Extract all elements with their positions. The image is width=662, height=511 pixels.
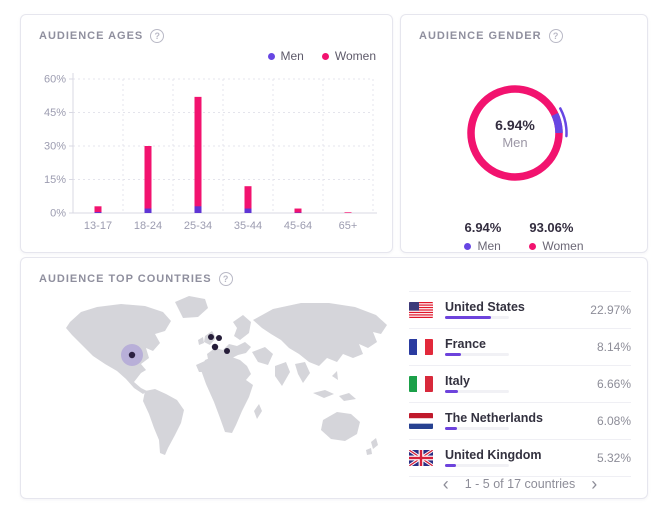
country-flag-icon: [409, 376, 433, 392]
map-marker-france[interactable]: [211, 343, 219, 351]
help-icon[interactable]: ?: [218, 272, 233, 286]
country-row[interactable]: The Netherlands 6.08%: [409, 403, 631, 440]
gender-stats: 6.94% Men 93.06% Women: [401, 220, 647, 253]
country-share-bar: [445, 390, 459, 394]
stat-women-value: 93.06%: [529, 220, 574, 235]
svg-text:0%: 0%: [50, 208, 66, 220]
country-row[interactable]: France 8.14%: [409, 329, 631, 366]
country-name: Italy: [445, 373, 471, 388]
svg-text:65+: 65+: [339, 220, 358, 232]
audience-top-countries-header: AUDIENCE TOP COUNTRIES ?: [39, 272, 233, 286]
country-flag-icon: [409, 413, 433, 429]
stat-men: 6.94% Men: [464, 220, 501, 253]
chevron-right-icon[interactable]: ›: [591, 474, 598, 494]
svg-text:15%: 15%: [44, 174, 66, 186]
chevron-left-icon[interactable]: ‹: [442, 474, 449, 494]
country-share-bar-track: [445, 464, 509, 468]
audience-top-countries-panel: AUDIENCE TOP COUNTRIES ?: [20, 257, 648, 499]
country-row[interactable]: United States 22.97%: [409, 292, 631, 329]
stat-men-value: 6.94%: [464, 220, 502, 235]
svg-text:30%: 30%: [44, 141, 66, 153]
svg-text:18-24: 18-24: [134, 220, 162, 232]
country-percentage: 22.97%: [590, 303, 631, 317]
country-flag-icon: [409, 302, 433, 318]
country-name: France: [445, 336, 486, 351]
svg-text:25-34: 25-34: [184, 220, 212, 232]
women-dot-icon: [529, 242, 537, 250]
legend-label-women: Women: [334, 49, 376, 63]
country-name: United States: [445, 299, 525, 314]
map-markers: [121, 334, 230, 366]
world-map-continents: [66, 296, 387, 455]
country-name: United Kingdom: [445, 447, 542, 462]
map-marker-united-states[interactable]: [128, 351, 136, 359]
svg-text:45-64: 45-64: [284, 220, 312, 232]
country-name: The Netherlands: [445, 410, 543, 425]
country-share-bar-track: [445, 353, 509, 357]
audience-ages-title: AUDIENCE AGES: [39, 30, 144, 42]
audience-top-countries-title: AUDIENCE TOP COUNTRIES: [39, 273, 212, 285]
svg-text:13-17: 13-17: [84, 220, 112, 232]
country-share-bar-track: [445, 316, 509, 320]
country-share-bar: [445, 316, 491, 320]
country-list: United States 22.97% France 8.14% Italy …: [409, 291, 631, 477]
legend-label-men: Men: [280, 49, 304, 63]
audience-ages-panel: AUDIENCE AGES ? Men Women 0% 15% 30% 45% 60%…: [20, 14, 393, 253]
audience-gender-title: AUDIENCE GENDER: [419, 30, 542, 42]
men-dot-icon: [464, 242, 472, 250]
country-flag-icon: [409, 450, 433, 466]
country-flag-icon: [409, 339, 433, 355]
legend-item-men[interactable]: Men: [267, 49, 304, 63]
country-percentage: 8.14%: [596, 340, 631, 354]
audience-gender-panel: AUDIENCE GENDER ? 6.94% Men 6.94% Men 93…: [400, 14, 648, 253]
audience-ages-header: AUDIENCE AGES ?: [39, 29, 165, 43]
country-row[interactable]: United Kingdom 5.32%: [409, 440, 631, 477]
svg-text:45%: 45%: [44, 107, 66, 119]
country-percentage: 6.08%: [596, 414, 631, 428]
countries-pagination: ‹ 1 - 5 of 17 countries ›: [409, 475, 631, 493]
svg-text:60%: 60%: [44, 74, 66, 86]
map-marker-united-kingdom[interactable]: [208, 334, 214, 340]
country-share-bar: [445, 464, 456, 468]
audience-gender-header: AUDIENCE GENDER ?: [419, 29, 563, 43]
svg-text:35-44: 35-44: [234, 220, 262, 232]
map-marker-netherlands[interactable]: [216, 335, 222, 341]
pagination-label: 1 - 5 of 17 countries: [464, 477, 576, 491]
country-percentage: 6.66%: [596, 377, 631, 391]
country-share-bar-track: [445, 390, 509, 394]
country-share-bar: [445, 353, 462, 357]
stat-women-label: Women: [542, 239, 584, 253]
ages-bar-chart: 0% 15% 30% 45% 60% 13-17 18-24 25-34 35-44 45-64 6…: [44, 73, 377, 232]
world-map: [66, 296, 387, 455]
help-icon[interactable]: ?: [150, 29, 165, 43]
map-marker-italy[interactable]: [224, 348, 230, 354]
country-share-bar: [445, 427, 458, 431]
country-share-bar-track: [445, 427, 509, 431]
help-icon[interactable]: ?: [548, 29, 563, 43]
stat-men-label: Men: [477, 239, 501, 253]
women-dot-icon: [321, 52, 329, 60]
legend-item-women[interactable]: Women: [321, 49, 376, 63]
men-dot-icon: [267, 52, 275, 60]
ages-legend: Men Women: [267, 49, 376, 63]
country-row[interactable]: Italy 6.66%: [409, 366, 631, 403]
country-percentage: 5.32%: [596, 451, 631, 465]
stat-women: 93.06% Women: [529, 220, 584, 253]
gender-donut-chart: [467, 85, 568, 181]
